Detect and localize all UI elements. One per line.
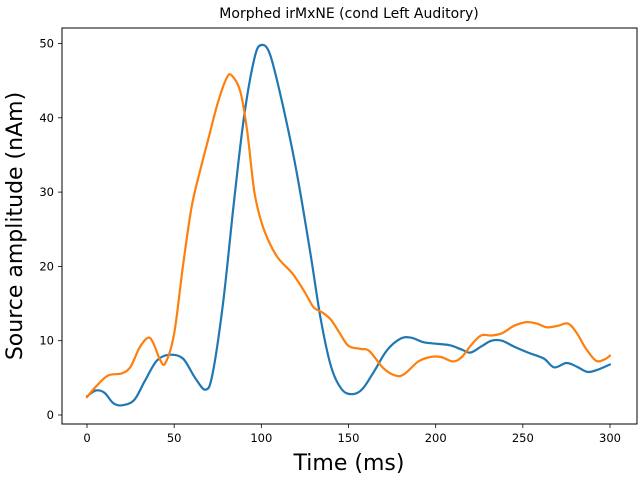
x-tick-label: 250 (512, 431, 534, 445)
y-axis-ticks: 0 10 20 30 40 50 (39, 37, 62, 422)
x-tick-label: 100 (250, 431, 272, 445)
y-tick-label: 10 (39, 334, 54, 348)
series-line-2 (85, 73, 612, 399)
y-tick-label: 0 (47, 408, 54, 422)
y-axis-label: Source amplitude (nAm) (3, 92, 28, 360)
x-tick-label: 150 (338, 431, 360, 445)
plot-lines (85, 43, 612, 407)
chart-title: Morphed irMxNE (cond Left Auditory) (219, 6, 478, 22)
y-tick-label: 30 (39, 185, 54, 199)
x-tick-label: 0 (83, 431, 90, 445)
axes-frame (61, 27, 638, 425)
y-tick-label: 20 (39, 259, 54, 273)
y-tick-label: 40 (39, 111, 54, 125)
x-tick-label: 300 (599, 431, 621, 445)
x-tick-label: 50 (167, 431, 182, 445)
x-axis-label: Time (ms) (293, 451, 405, 476)
y-tick-label: 50 (39, 37, 54, 51)
x-tick-label: 200 (425, 431, 447, 445)
series-line-1 (85, 43, 612, 407)
x-axis-ticks: 0 50 100 150 200 250 300 (83, 424, 621, 445)
